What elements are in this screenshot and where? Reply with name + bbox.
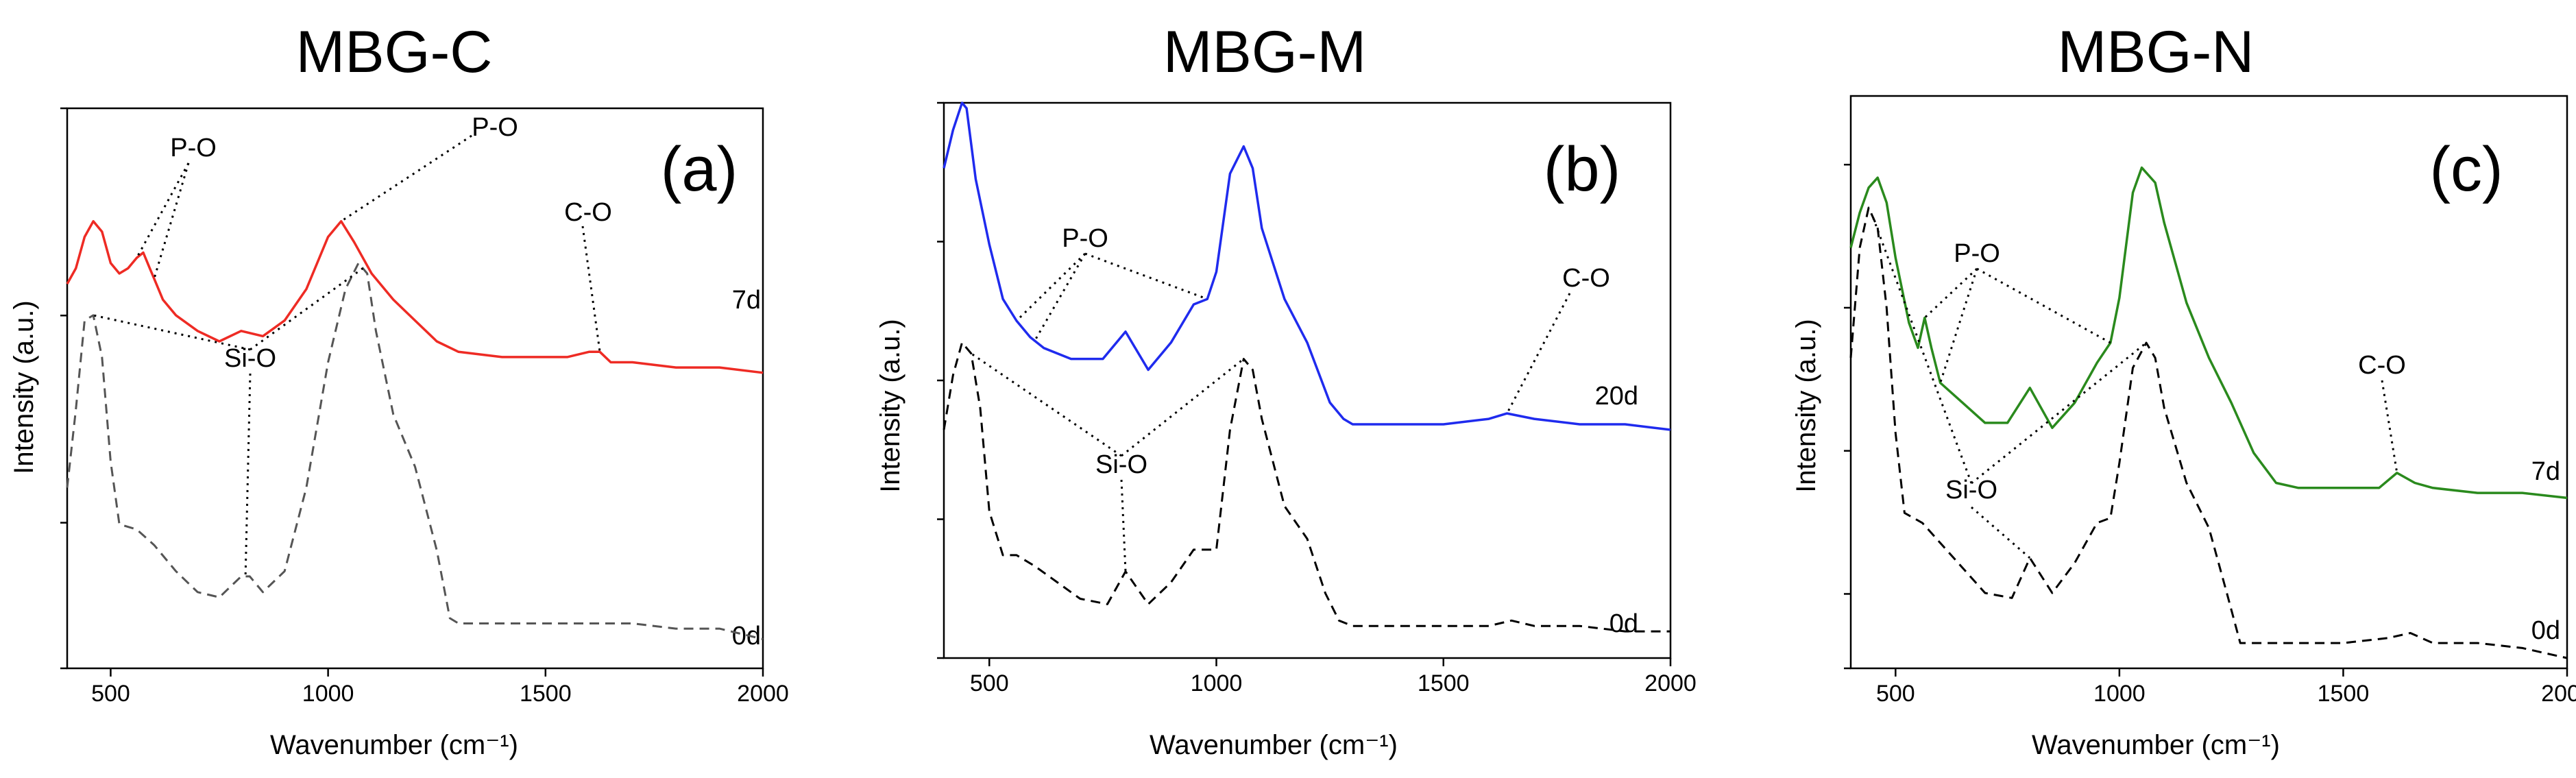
panel-b: MBG-M (b) Wavenumber (cm⁻¹) Intensity (a… bbox=[875, 19, 1697, 760]
annotation-leader bbox=[1923, 267, 1978, 319]
annotation-leader bbox=[1034, 253, 1086, 341]
panel-a: MBG-C (a) Wavenumber (cm⁻¹) Intensity (a… bbox=[9, 19, 789, 760]
panel-title-mbg-n: MBG-N bbox=[2058, 19, 2255, 85]
annotation-p-o-c: P-O bbox=[1954, 239, 2000, 268]
panel-title-mbg-m: MBG-M bbox=[1163, 19, 1366, 85]
annotation-leader bbox=[1120, 479, 1127, 572]
annotation-leader bbox=[1976, 267, 2111, 344]
annotation-leader bbox=[1939, 268, 1978, 383]
x-axis-label-b: Wavenumber (cm⁻¹) bbox=[1150, 730, 1398, 760]
annotation-leader bbox=[153, 162, 190, 280]
y-axis-label-c: Intensity (a.u.) bbox=[1791, 319, 1821, 492]
x-tick-label: 1500 bbox=[2318, 681, 2370, 707]
series-label-20d-b: 20d bbox=[1595, 382, 1638, 411]
series-label-7d-a: 7d bbox=[732, 286, 761, 315]
x-tick-label: 500 bbox=[1876, 681, 1915, 707]
annotation-p-o-right-a: P-O bbox=[472, 113, 518, 142]
x-tick-label: 1000 bbox=[302, 681, 354, 707]
annotation-p-o-left-a: P-O bbox=[170, 134, 217, 162]
series-line-7d-solid bbox=[66, 220, 764, 374]
x-tick-label: 1000 bbox=[1191, 670, 1243, 696]
annotation-leader bbox=[581, 226, 601, 352]
annotation-leader bbox=[1121, 358, 1245, 457]
x-tick-label: 500 bbox=[970, 670, 1009, 696]
series-label-0d-c: 0d bbox=[2531, 616, 2560, 645]
annotation-leader bbox=[244, 373, 252, 576]
x-tick-label: 1500 bbox=[1418, 670, 1470, 696]
x-tick-label: 2000 bbox=[1644, 670, 1697, 696]
x-tick-label: 2000 bbox=[737, 681, 789, 707]
x-axis-label-a: Wavenumber (cm⁻¹) bbox=[270, 730, 518, 760]
x-axis-label-c: Wavenumber (cm⁻¹) bbox=[2032, 730, 2280, 760]
series-label-7d-c: 7d bbox=[2531, 457, 2560, 486]
annotation-p-o-b: P-O bbox=[1062, 224, 1108, 253]
series-line-0d-dashed bbox=[943, 341, 1670, 633]
x-tick-label: 1000 bbox=[2093, 681, 2146, 707]
panel-c: MBG-N (c) Wavenumber (cm⁻¹) Intensity (a… bbox=[1791, 19, 2576, 760]
plot-frame bbox=[1849, 95, 2568, 670]
annotation-leader bbox=[1084, 252, 1208, 300]
panel-title-mbg-c: MBG-C bbox=[296, 19, 493, 85]
x-tick-label: 2000 bbox=[2541, 681, 2576, 707]
annotation-c-o-c: C-O bbox=[2358, 351, 2406, 380]
y-axis-label-a: Intensity (a.u.) bbox=[9, 300, 39, 474]
annotation-leader bbox=[136, 162, 190, 258]
panel-label-a: (a) bbox=[661, 134, 738, 204]
series-line-7d-solid bbox=[1849, 166, 2568, 500]
plot-frame bbox=[66, 107, 764, 670]
annotation-si-o-c: Si-O bbox=[1945, 476, 1997, 505]
annotation-c-o-b: C-O bbox=[1562, 264, 1610, 293]
annotation-leader bbox=[970, 352, 1122, 457]
annotation-leader bbox=[1971, 506, 2031, 559]
series-line-0d-dashed bbox=[1849, 206, 2568, 659]
annotation-leader bbox=[2381, 380, 2398, 474]
panel-label-c: (c) bbox=[2429, 134, 2503, 204]
annotation-leader bbox=[340, 134, 472, 223]
x-tick-label: 1500 bbox=[520, 681, 572, 707]
x-tick-label: 500 bbox=[91, 681, 130, 707]
series-line-20d-solid bbox=[943, 101, 1671, 431]
annotation-leader bbox=[1506, 293, 1571, 414]
annotation-c-o-a: C-O bbox=[564, 198, 612, 227]
annotation-leader bbox=[1971, 341, 2148, 485]
annotation-leader bbox=[250, 267, 364, 351]
annotation-leader bbox=[1015, 252, 1086, 322]
series-label-0d-b: 0d bbox=[1609, 609, 1638, 638]
y-axis-label-b: Intensity (a.u.) bbox=[875, 319, 906, 492]
panel-label-b: (b) bbox=[1544, 134, 1620, 204]
